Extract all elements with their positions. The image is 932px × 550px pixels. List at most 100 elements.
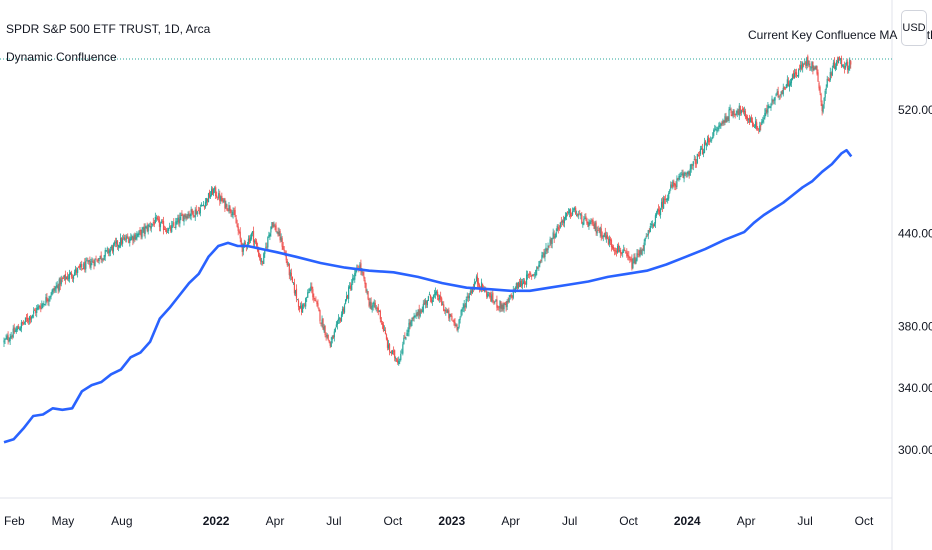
currency-button[interactable]: USD	[901, 10, 927, 46]
candle-body	[104, 250, 106, 257]
candle-body	[35, 310, 37, 313]
candle-body	[842, 66, 845, 67]
candle-body	[454, 322, 456, 326]
candle-body	[812, 61, 814, 70]
candle-body	[398, 360, 400, 365]
candle-body	[289, 272, 291, 277]
candle-body	[396, 359, 398, 362]
candle	[523, 278, 526, 288]
candle	[672, 179, 674, 190]
candle	[451, 313, 453, 321]
candle-body	[626, 252, 628, 257]
candle-body	[193, 215, 195, 217]
candle	[842, 64, 845, 69]
candle-body	[726, 117, 728, 123]
candle	[590, 218, 592, 225]
candle-body	[365, 283, 367, 292]
candle	[710, 136, 712, 143]
candle	[422, 300, 424, 314]
candle-body	[196, 211, 198, 215]
candle	[440, 291, 442, 303]
candle-body	[267, 237, 269, 248]
candle-body	[262, 261, 264, 264]
candle-body	[347, 295, 349, 299]
candle	[613, 247, 616, 256]
candle	[163, 225, 166, 231]
candle-body	[570, 214, 573, 216]
candle	[560, 216, 562, 228]
time-tick-label: 2022	[203, 514, 230, 528]
candle-body	[271, 222, 273, 227]
candle-body	[725, 117, 727, 123]
candle-body	[600, 228, 602, 237]
candle-body	[402, 344, 404, 354]
candle-body	[639, 248, 641, 256]
candle	[819, 85, 821, 96]
candle-body	[315, 299, 317, 301]
candle-body	[327, 334, 329, 340]
candle	[772, 99, 774, 105]
candle-body	[666, 199, 668, 201]
candle-body	[221, 195, 223, 202]
candle	[111, 244, 114, 254]
candle-body	[115, 240, 118, 244]
candle-body	[792, 72, 795, 79]
candle-body	[621, 252, 623, 254]
candle	[634, 253, 636, 265]
candle-body	[529, 273, 531, 275]
candle	[575, 206, 577, 215]
candle-body	[552, 232, 554, 239]
candle	[156, 215, 158, 221]
candle	[35, 307, 37, 317]
candle-body	[325, 336, 327, 338]
candle	[131, 234, 133, 241]
candle	[298, 306, 301, 313]
indicator-name[interactable]: Dynamic Confluence	[6, 50, 117, 64]
candle-body	[750, 117, 753, 123]
candle-body	[530, 273, 532, 275]
candle	[830, 71, 832, 79]
candle-body	[787, 80, 789, 86]
candle	[432, 294, 435, 302]
candle-body	[81, 264, 83, 268]
candle-body	[768, 106, 770, 108]
candle	[802, 61, 804, 73]
candle	[60, 275, 62, 287]
candle	[50, 292, 52, 300]
time-axis[interactable]: Feb May Aug 2022 Apr Jul Oct 2023 Apr Jul Oct 2024 A…	[4, 514, 874, 528]
candle-body	[276, 232, 278, 234]
candle-body	[783, 86, 785, 89]
candle-body	[411, 318, 413, 322]
candle	[787, 77, 789, 87]
candle	[587, 221, 589, 228]
candle	[580, 212, 582, 220]
candle	[396, 357, 398, 363]
candle	[628, 251, 630, 261]
candle-body	[390, 351, 393, 354]
candle-body	[422, 304, 424, 312]
candle-body	[168, 228, 170, 231]
candle-body	[699, 148, 702, 155]
candle	[465, 296, 467, 309]
candle	[374, 300, 376, 310]
candle	[561, 219, 563, 226]
candle	[33, 307, 35, 319]
candle	[651, 220, 653, 229]
candle-body	[187, 213, 189, 219]
candle-body	[348, 287, 350, 300]
candle-body	[207, 193, 210, 203]
candle	[627, 250, 629, 261]
candle-body	[664, 198, 666, 200]
candle	[648, 228, 650, 234]
symbol-title[interactable]: SPDR S&P 500 ETF TRUST, 1D, Arca	[6, 22, 211, 36]
candle	[392, 349, 394, 355]
candle-body	[645, 235, 647, 237]
candle-body	[118, 245, 121, 247]
candle	[615, 248, 618, 257]
candle-body	[585, 216, 587, 219]
candle	[735, 110, 737, 116]
candle	[731, 111, 733, 117]
candle-body	[135, 237, 137, 239]
